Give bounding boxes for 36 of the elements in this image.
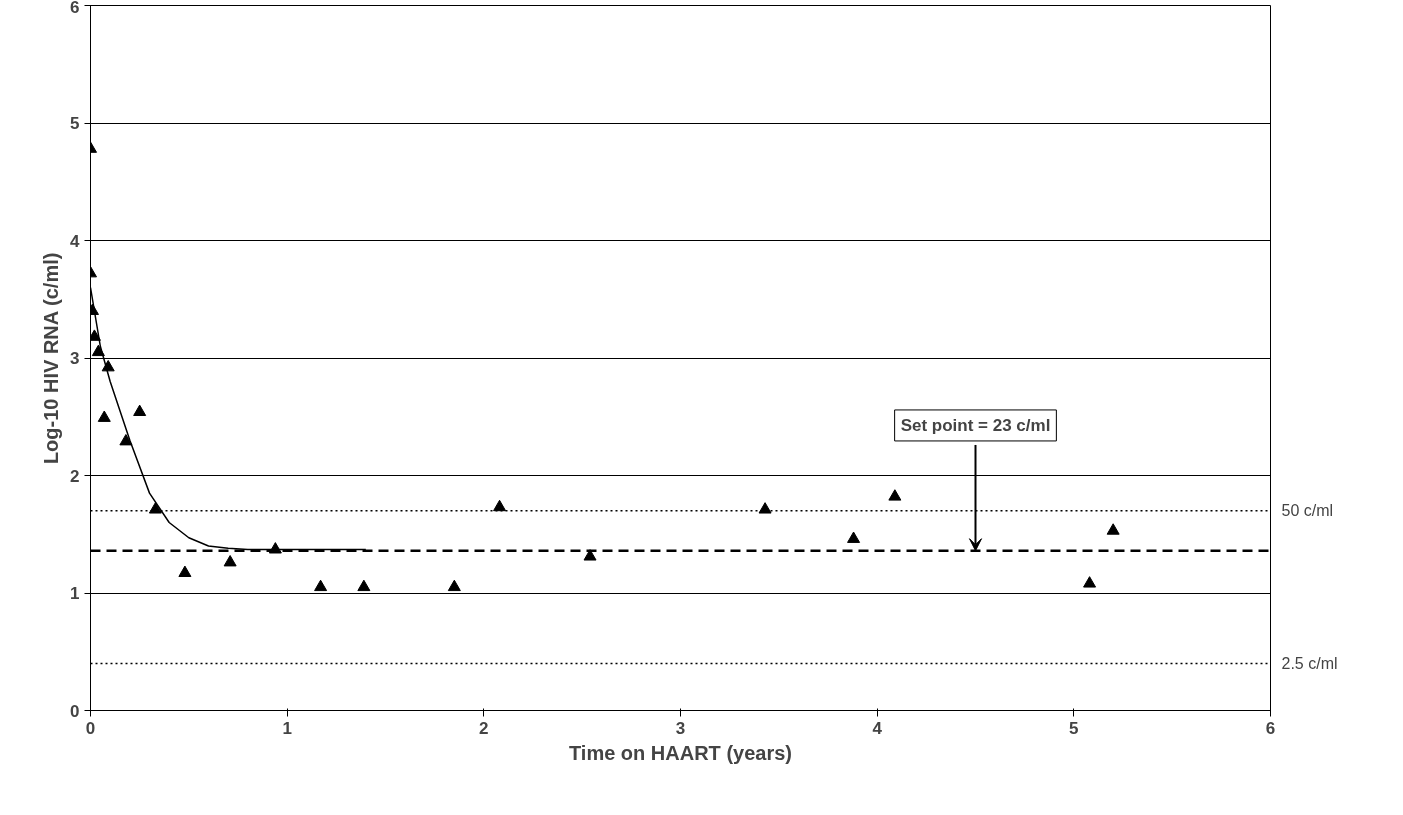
point [148,502,162,514]
point [888,489,902,501]
point [223,555,237,567]
point [101,359,115,372]
x-tick-label: 4 [872,718,883,738]
point [314,579,328,592]
x-tick-label: 1 [282,718,292,738]
point [847,531,861,543]
point [357,579,371,592]
y-tick-label: 5 [70,114,80,133]
ref-line-label: 50 c/ml [1281,502,1334,520]
x-tick-label: 3 [675,718,686,738]
x-tick-label: 5 [1069,718,1079,738]
x-axis-title: Time on HAART (years) [569,741,793,764]
point [119,434,133,446]
y-axis-title: Log-10 HIV RNA (c/ml) [40,252,63,465]
annotation: Set point = 23 c/ml [900,415,1051,435]
y-tick-label: 0 [70,701,80,721]
point [97,410,111,422]
point [758,502,772,514]
x-tick-label: 6 [1265,718,1276,738]
point [583,549,597,561]
point [133,404,147,417]
point [493,499,507,512]
y-tick-label: 6 [70,0,80,17]
point [178,565,192,577]
point [1106,523,1120,535]
ref-line-label: 2.5 c/ml [1281,655,1338,672]
x-tick-label: 2 [479,718,489,738]
point [1083,576,1097,588]
y-tick-label: 4 [70,231,81,251]
y-tick-label: 3 [70,349,80,368]
y-tick-label: 2 [70,466,80,486]
x-tick-label: 0 [85,718,96,738]
point [447,579,461,592]
y-tick-label: 1 [70,584,80,603]
